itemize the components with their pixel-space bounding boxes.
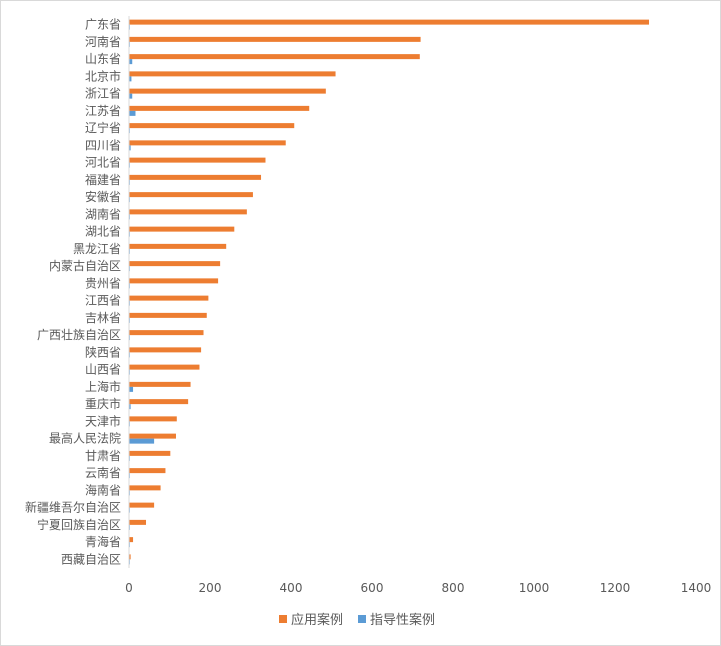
- category-label: 河北省: [85, 156, 121, 170]
- bar-application: [129, 364, 200, 370]
- legend-swatch-application: [279, 615, 287, 623]
- legend-label-guiding: 指导性案例: [370, 613, 435, 628]
- category-label: 黑龙江省: [73, 242, 121, 256]
- category-label: 西藏自治区: [61, 552, 121, 566]
- bar-application: [129, 88, 326, 94]
- category-label: 贵州省: [85, 276, 121, 290]
- category-label: 江西省: [85, 294, 121, 308]
- category-label: 四川省: [85, 138, 121, 152]
- x-tick-label: 0: [125, 581, 133, 595]
- x-tick-label: 1200: [600, 581, 631, 595]
- category-label: 吉林省: [85, 311, 121, 325]
- bar-application: [129, 243, 227, 249]
- bar-application: [129, 554, 131, 560]
- bar-application: [129, 416, 177, 422]
- bar-guiding: [129, 438, 155, 444]
- category-label: 云南省: [85, 465, 121, 480]
- category-label: 安徽省: [85, 189, 121, 204]
- bar-guiding: [129, 59, 133, 65]
- bar-application: [129, 105, 310, 111]
- x-tick-label: 400: [280, 581, 303, 595]
- bar-application: [129, 209, 247, 215]
- bar-application: [129, 537, 134, 543]
- bar-guiding: [129, 404, 131, 410]
- bar-application: [129, 502, 155, 508]
- bar-application: [129, 450, 171, 456]
- category-label: 重庆市: [85, 396, 121, 411]
- category-label: 上海市: [85, 379, 121, 394]
- legend-label-application: 应用案例: [291, 612, 343, 628]
- category-label: 新疆维吾尔自治区: [25, 500, 121, 515]
- bar-application: [129, 312, 207, 318]
- bar-application: [129, 261, 221, 267]
- x-tick-label: 1000: [519, 581, 550, 595]
- category-label: 海南省: [85, 482, 121, 497]
- legend: 应用案例 指导性案例: [279, 612, 435, 628]
- category-label: 陕西省: [85, 344, 121, 359]
- bar-application: [129, 192, 253, 198]
- bar-application: [129, 519, 147, 525]
- category-label: 青海省: [85, 534, 121, 549]
- bar-guiding: [129, 76, 132, 82]
- category-label: 广东省: [85, 18, 121, 32]
- category-label: 辽宁省: [85, 120, 121, 135]
- bar-guiding: [129, 145, 131, 151]
- x-axis-ticks: 0 200 400 600 800 1000 1200 1400: [125, 581, 711, 595]
- bar-application: [129, 485, 161, 491]
- category-label: 福建省: [85, 172, 121, 187]
- x-tick-label: 800: [442, 581, 465, 595]
- x-tick-label: 600: [361, 581, 384, 595]
- category-label: 最高人民法院: [49, 431, 121, 446]
- category-label: 山东省: [85, 52, 121, 66]
- category-labels: 广东省河南省山东省北京市浙江省江苏省辽宁省四川省河北省福建省安徽省湖南省湖北省黑…: [25, 18, 121, 567]
- bar-application: [129, 278, 219, 284]
- bar-application: [129, 399, 189, 405]
- category-label: 江苏省: [85, 104, 121, 118]
- bar-application: [129, 140, 286, 146]
- bar-application: [129, 157, 266, 163]
- category-label: 宁夏回族自治区: [37, 517, 121, 532]
- category-label: 天津市: [85, 413, 121, 428]
- category-label: 湖南省: [85, 206, 121, 221]
- bars-group: [129, 19, 650, 565]
- bar-guiding: [129, 110, 136, 116]
- category-label: 广西壮族自治区: [37, 328, 121, 342]
- bar-application: [129, 174, 262, 180]
- bar-guiding: [129, 386, 134, 392]
- bar-application: [129, 381, 191, 387]
- bar-application: [129, 71, 336, 77]
- category-label: 浙江省: [85, 87, 121, 101]
- bar-application: [129, 226, 235, 232]
- category-label: 山西省: [85, 363, 121, 377]
- bar-application: [129, 36, 421, 42]
- x-tick-label: 200: [199, 581, 222, 595]
- category-label: 北京市: [85, 68, 121, 83]
- bar-application: [129, 123, 295, 129]
- bar-guiding: [129, 93, 133, 99]
- category-label: 河南省: [85, 34, 121, 49]
- bar-application: [129, 295, 209, 301]
- bar-application: [129, 19, 650, 25]
- bar-application: [129, 347, 202, 353]
- bar-application: [129, 468, 166, 474]
- legend-swatch-guiding: [358, 615, 366, 623]
- x-tick-label: 1400: [681, 581, 712, 595]
- category-label: 湖北省: [85, 224, 121, 239]
- bar-application: [129, 330, 204, 336]
- category-label: 内蒙古自治区: [49, 258, 121, 273]
- bar-application: [129, 433, 176, 439]
- bar-application: [129, 54, 420, 60]
- category-label: 甘肃省: [85, 449, 121, 463]
